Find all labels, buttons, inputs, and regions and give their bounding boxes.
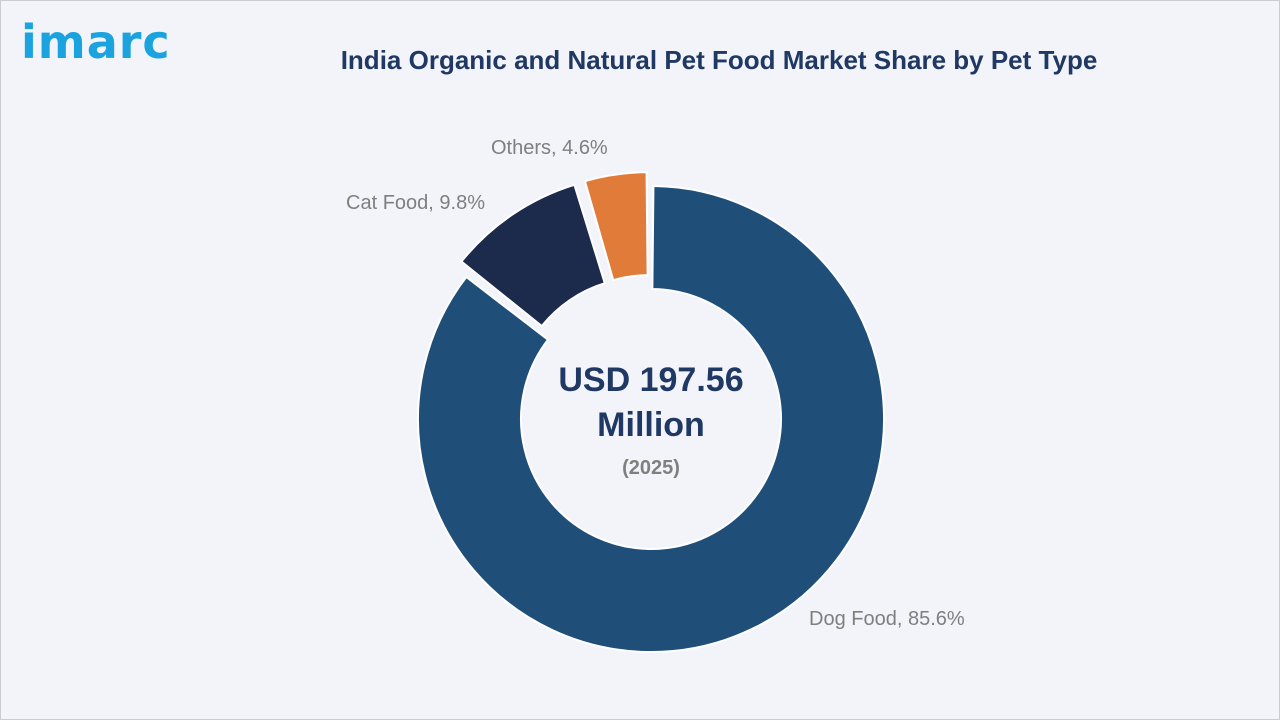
imarc-logo: imarc xyxy=(21,15,171,69)
center-year: (2025) xyxy=(622,457,680,479)
center-value-line1: USD 197.56 xyxy=(558,361,743,399)
donut-center: USD 197.56 Million (2025) xyxy=(558,361,743,479)
label-cat-food: Cat Food, 9.8% xyxy=(346,192,485,214)
slice-dog-food xyxy=(417,184,885,653)
center-value-line2: Million xyxy=(597,406,705,444)
donut-slices xyxy=(417,171,885,653)
label-dog-food: Dog Food, 85.6% xyxy=(809,608,965,630)
slice-labels: Dog Food, 85.6% Cat Food, 9.8% Others, 4.6… xyxy=(346,137,965,630)
label-others: Others, 4.6% xyxy=(491,137,608,159)
slice-cat-food xyxy=(460,183,607,328)
slice-others xyxy=(583,171,649,282)
chart-title: India Organic and Natural Pet Food Marke… xyxy=(340,45,1098,75)
